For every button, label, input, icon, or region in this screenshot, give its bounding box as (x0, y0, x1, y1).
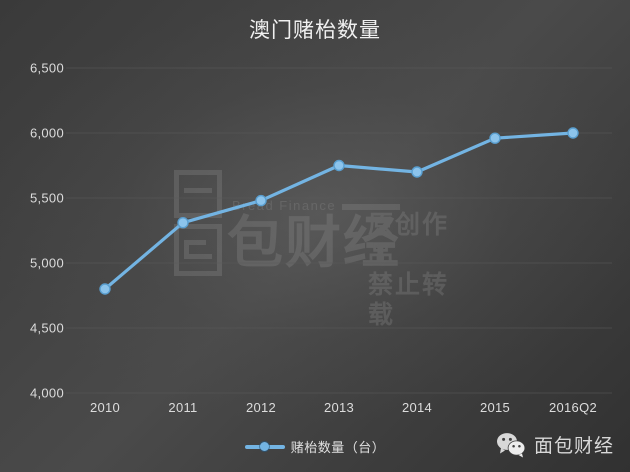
data-point[interactable] (177, 216, 189, 229)
data-point[interactable] (255, 194, 267, 207)
chart-legend: 赌枱数量（台） (0, 437, 630, 456)
y-axis-tick-label: 6,500 (29, 60, 64, 76)
y-axis-tick-label: 5,000 (29, 255, 64, 271)
x-axis-tick-label: 2010 (89, 400, 121, 415)
y-axis-tick-label: 6,000 (29, 125, 64, 141)
brand-name: 面包财经 (533, 436, 614, 457)
x-axis-tick-label: 2011 (168, 400, 198, 415)
legend-marker-icon (244, 442, 285, 451)
legend-label: 赌枱数量（台） (290, 440, 386, 455)
data-point[interactable] (411, 166, 423, 178)
data-point[interactable] (99, 283, 111, 295)
x-axis-tick-label: 2012 (245, 400, 277, 415)
y-axis-tick-label: 4,000 (29, 385, 64, 401)
series-line (103, 131, 575, 291)
y-axis-tick-label: 5,500 (29, 190, 64, 206)
x-axis-tick-label: 2015 (479, 400, 511, 415)
x-axis-tick-label: 2014 (401, 400, 433, 415)
data-point[interactable] (333, 159, 345, 172)
data-point[interactable] (489, 132, 501, 144)
brand-credit: 面包财经 (496, 431, 614, 458)
chart-title: 澳门赌枱数量 (249, 19, 381, 42)
y-axis-tick-label: 4,500 (29, 320, 64, 336)
data-point[interactable] (567, 127, 579, 139)
wechat-icon (496, 432, 526, 457)
x-axis-tick-label: 2016Q2 (548, 400, 598, 415)
x-axis-tick-label: 2013 (323, 400, 355, 415)
